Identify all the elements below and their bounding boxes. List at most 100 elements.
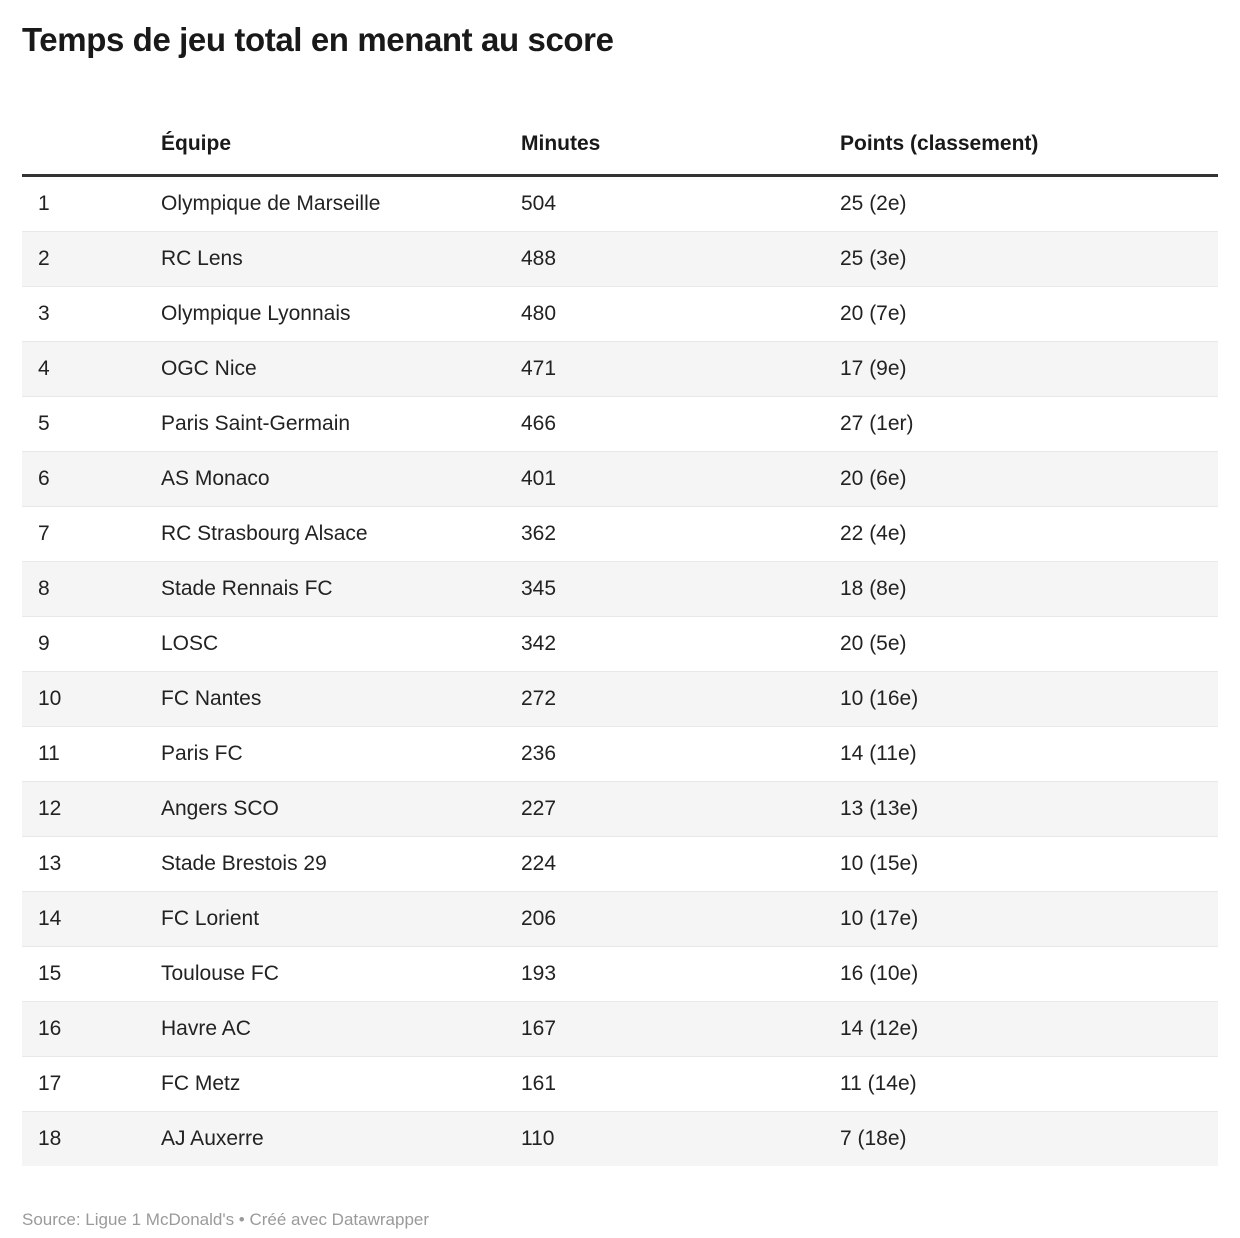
minutes-cell: 504 — [521, 174, 840, 232]
column-header-rank — [22, 59, 161, 177]
minutes-cell: 224 — [521, 835, 840, 892]
points-cell: 18 (8e) — [840, 560, 1218, 617]
minutes-cell: 471 — [521, 340, 840, 397]
rank-cell: 4 — [22, 340, 161, 397]
points-cell: 25 (2e) — [840, 174, 1218, 232]
rank-cell: 5 — [22, 395, 161, 452]
team-cell: AJ Auxerre — [161, 1110, 521, 1166]
rank-cell: 14 — [22, 890, 161, 947]
rank-cell: 6 — [22, 450, 161, 507]
minutes-cell: 161 — [521, 1055, 840, 1112]
minutes-cell: 272 — [521, 670, 840, 727]
team-cell: FC Metz — [161, 1055, 521, 1112]
minutes-cell: 206 — [521, 890, 840, 947]
rank-cell: 13 — [22, 835, 161, 892]
table-row: 5 Paris Saint-Germain 466 27 (1er) — [22, 395, 1218, 452]
column-header-team: Équipe — [161, 59, 521, 177]
minutes-cell: 362 — [521, 505, 840, 562]
team-cell: OGC Nice — [161, 340, 521, 397]
points-cell: 27 (1er) — [840, 395, 1218, 452]
table-row: 14 FC Lorient 206 10 (17e) — [22, 890, 1218, 947]
table-row: 10 FC Nantes 272 10 (16e) — [22, 670, 1218, 727]
table-row: 9 LOSC 342 20 (5e) — [22, 615, 1218, 672]
table-row: 16 Havre AC 167 14 (12e) — [22, 1000, 1218, 1057]
points-cell: 11 (14e) — [840, 1055, 1218, 1112]
rank-cell: 3 — [22, 285, 161, 342]
points-cell: 16 (10e) — [840, 945, 1218, 1002]
rank-cell: 7 — [22, 505, 161, 562]
rank-cell: 15 — [22, 945, 161, 1002]
table-row: 17 FC Metz 161 11 (14e) — [22, 1055, 1218, 1112]
table-row: 3 Olympique Lyonnais 480 20 (7e) — [22, 285, 1218, 342]
table-row: 18 AJ Auxerre 110 7 (18e) — [22, 1110, 1218, 1166]
points-cell: 14 (12e) — [840, 1000, 1218, 1057]
points-cell: 10 (15e) — [840, 835, 1218, 892]
source-credit-line: Source: Ligue 1 McDonald's • Créé avec D… — [22, 1209, 430, 1229]
table-body: 1 Olympique de Marseille 504 25 (2e) 2 R… — [22, 174, 1218, 1166]
team-cell: FC Lorient — [161, 890, 521, 947]
points-cell: 17 (9e) — [840, 340, 1218, 397]
table-header: Équipe Minutes Points (classement) — [22, 59, 1218, 177]
team-cell: Olympique Lyonnais — [161, 285, 521, 342]
team-cell: RC Strasbourg Alsace — [161, 505, 521, 562]
team-cell: Stade Rennais FC — [161, 560, 521, 617]
points-cell: 10 (17e) — [840, 890, 1218, 947]
minutes-cell: 110 — [521, 1110, 840, 1166]
team-cell: Olympique de Marseille — [161, 174, 521, 232]
points-cell: 14 (11e) — [840, 725, 1218, 782]
minutes-cell: 227 — [521, 780, 840, 837]
table-row: 2 RC Lens 488 25 (3e) — [22, 230, 1218, 287]
rank-cell: 16 — [22, 1000, 161, 1057]
team-cell: LOSC — [161, 615, 521, 672]
table-row: 12 Angers SCO 227 13 (13e) — [22, 780, 1218, 837]
points-cell: 25 (3e) — [840, 230, 1218, 287]
table-row: 7 RC Strasbourg Alsace 362 22 (4e) — [22, 505, 1218, 562]
points-cell: 22 (4e) — [840, 505, 1218, 562]
minutes-cell: 345 — [521, 560, 840, 617]
minutes-cell: 466 — [521, 395, 840, 452]
header-row: Équipe Minutes Points (classement) — [22, 59, 1218, 177]
rank-cell: 8 — [22, 560, 161, 617]
table-row: 8 Stade Rennais FC 345 18 (8e) — [22, 560, 1218, 617]
team-cell: AS Monaco — [161, 450, 521, 507]
minutes-cell: 193 — [521, 945, 840, 1002]
rank-cell: 18 — [22, 1110, 161, 1166]
team-cell: Toulouse FC — [161, 945, 521, 1002]
table-row: 15 Toulouse FC 193 16 (10e) — [22, 945, 1218, 1002]
minutes-cell: 480 — [521, 285, 840, 342]
points-cell: 7 (18e) — [840, 1110, 1218, 1166]
table-row: 1 Olympique de Marseille 504 25 (2e) — [22, 174, 1218, 232]
chart-title: Temps de jeu total en menant au score — [22, 21, 614, 58]
points-cell: 13 (13e) — [840, 780, 1218, 837]
table-row: 6 AS Monaco 401 20 (6e) — [22, 450, 1218, 507]
table-row: 13 Stade Brestois 29 224 10 (15e) — [22, 835, 1218, 892]
points-cell: 20 (5e) — [840, 615, 1218, 672]
rank-cell: 17 — [22, 1055, 161, 1112]
minutes-cell: 401 — [521, 450, 840, 507]
table-row: 4 OGC Nice 471 17 (9e) — [22, 340, 1218, 397]
points-cell: 10 (16e) — [840, 670, 1218, 727]
column-header-minutes: Minutes — [521, 59, 840, 177]
column-header-points: Points (classement) — [840, 59, 1218, 177]
minutes-cell: 167 — [521, 1000, 840, 1057]
rank-cell: 1 — [22, 174, 161, 232]
minutes-cell: 236 — [521, 725, 840, 782]
team-cell: Stade Brestois 29 — [161, 835, 521, 892]
minutes-cell: 488 — [521, 230, 840, 287]
team-cell: Paris FC — [161, 725, 521, 782]
team-cell: Havre AC — [161, 1000, 521, 1057]
rank-cell: 10 — [22, 670, 161, 727]
rank-cell: 9 — [22, 615, 161, 672]
table-row: 11 Paris FC 236 14 (11e) — [22, 725, 1218, 782]
team-cell: Paris Saint-Germain — [161, 395, 521, 452]
team-cell: Angers SCO — [161, 780, 521, 837]
rank-cell: 11 — [22, 725, 161, 782]
team-cell: FC Nantes — [161, 670, 521, 727]
rank-cell: 2 — [22, 230, 161, 287]
team-cell: RC Lens — [161, 230, 521, 287]
minutes-cell: 342 — [521, 615, 840, 672]
points-cell: 20 (6e) — [840, 450, 1218, 507]
data-table: Équipe Minutes Points (classement) 1 Oly… — [22, 59, 1218, 1166]
points-cell: 20 (7e) — [840, 285, 1218, 342]
